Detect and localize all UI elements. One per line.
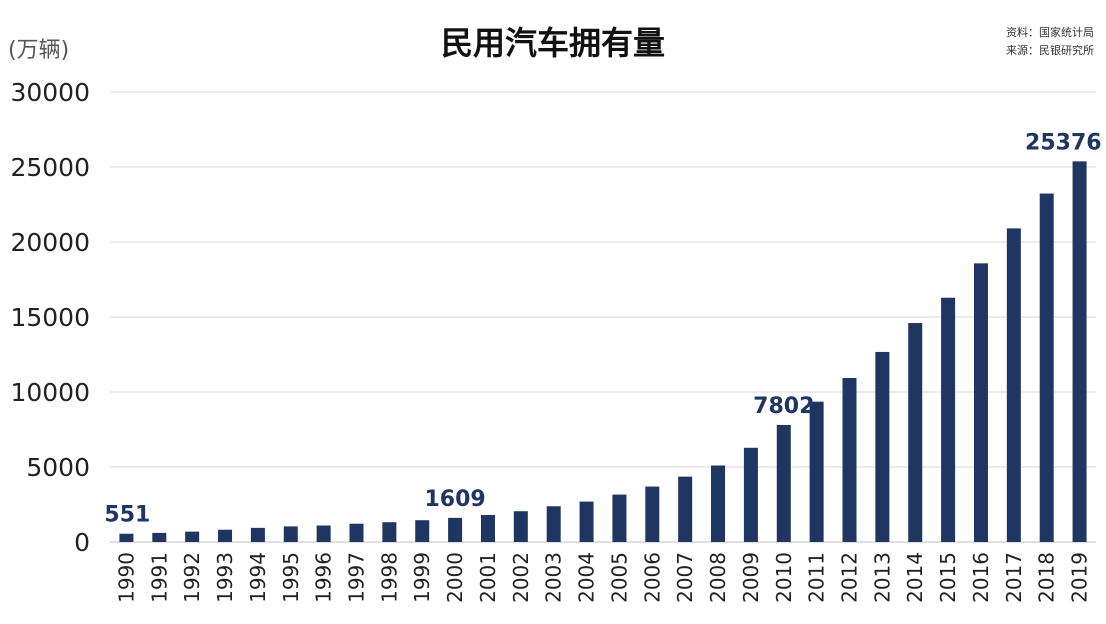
y-tick-label: 10000: [10, 378, 90, 407]
x-tick-label: 2006: [640, 552, 664, 603]
x-tick-label: 1993: [213, 552, 237, 603]
bar-1998: [382, 522, 397, 542]
bar-2001: [480, 514, 495, 542]
x-tick-label: 2016: [969, 552, 993, 603]
bar-2013: [875, 351, 890, 542]
chart-title: 民用汽车拥有量: [440, 24, 665, 62]
x-tick-label: 2004: [575, 552, 599, 603]
x-tick-label: 2005: [607, 552, 631, 603]
data-label-2019: 25376: [1025, 130, 1102, 155]
bar-1992: [185, 531, 200, 542]
bar-2007: [678, 476, 693, 542]
y-tick-label: 15000: [10, 303, 90, 332]
x-tick-label: 2015: [936, 552, 960, 603]
x-tick-label: 1998: [377, 552, 401, 603]
x-tick-label: 2008: [706, 552, 730, 603]
x-tick-label: 2011: [805, 552, 829, 603]
bar-1993: [218, 529, 233, 542]
x-tick-label: 1992: [180, 552, 204, 603]
x-tick-label: 2019: [1068, 552, 1092, 603]
y-tick-label: 0: [74, 528, 90, 557]
bar-1999: [415, 520, 430, 542]
y-tick-label: 5000: [26, 453, 90, 482]
bar-1991: [152, 532, 167, 542]
x-tick-label: 2013: [870, 552, 894, 603]
bar-1990: [119, 533, 134, 542]
bar-1995: [283, 526, 298, 542]
x-tick-label: 1994: [246, 552, 270, 603]
data-label-2010: 7802: [753, 394, 814, 419]
bar-2012: [842, 378, 857, 542]
bar-1997: [349, 523, 364, 542]
bar-2009: [743, 447, 758, 542]
x-tick-label: 1999: [410, 552, 434, 603]
bar-2016: [973, 263, 988, 542]
bar-2017: [1006, 228, 1021, 542]
x-tick-label: 2012: [838, 552, 862, 603]
y-axis-unit-label: (万辆): [8, 38, 70, 63]
x-tick-label: 2017: [1002, 552, 1026, 603]
source-note: 资料：国家统计局 来源：民银研究所: [1006, 24, 1094, 60]
bar-2003: [546, 506, 561, 542]
y-tick-label: 25000: [10, 153, 90, 182]
x-tick-label: 1990: [114, 552, 138, 603]
bar-2019: [1072, 161, 1087, 543]
source-line-1: 资料：国家统计局: [1006, 26, 1094, 39]
x-tick-label: 1995: [279, 552, 303, 603]
bar-2000: [448, 517, 463, 542]
x-tick-label: 2002: [509, 552, 533, 603]
bar-2011: [809, 401, 824, 542]
bar-2005: [612, 494, 627, 542]
y-tick-label: 20000: [10, 228, 90, 257]
bar-2008: [711, 465, 726, 542]
bar-2014: [908, 323, 923, 542]
x-tick-label: 2000: [443, 552, 467, 603]
bar-2004: [579, 501, 594, 542]
x-tick-label: 2003: [542, 552, 566, 603]
bar-1994: [250, 527, 265, 542]
x-tick-label: 1997: [345, 552, 369, 603]
data-label-2000: 1609: [424, 487, 485, 512]
bar-2006: [645, 486, 660, 542]
x-tick-label: 1991: [147, 552, 171, 603]
bar-2010: [776, 424, 791, 542]
x-tick-label: 2001: [476, 552, 500, 603]
x-tick-label: 2014: [903, 552, 927, 603]
data-label-1990: 551: [104, 503, 150, 528]
bar-2002: [513, 511, 528, 542]
x-tick-label: 2010: [772, 552, 796, 603]
x-tick-label: 2009: [739, 552, 763, 603]
x-tick-label: 2007: [673, 552, 697, 603]
bar-2015: [941, 297, 956, 542]
x-tick-label: 2018: [1035, 552, 1059, 603]
bar-1996: [316, 525, 331, 542]
bar-2018: [1039, 193, 1054, 542]
source-line-2: 来源：民银研究所: [1006, 44, 1094, 57]
x-tick-label: 1996: [312, 552, 336, 603]
y-tick-label: 30000: [10, 78, 90, 107]
